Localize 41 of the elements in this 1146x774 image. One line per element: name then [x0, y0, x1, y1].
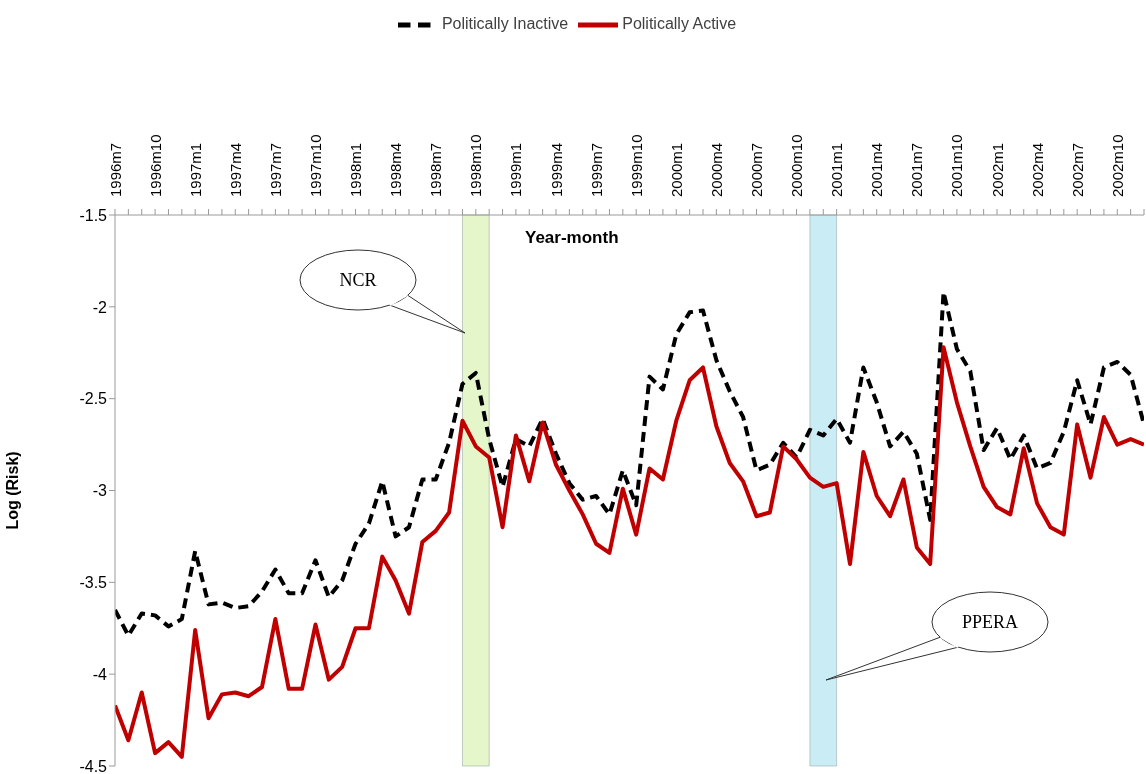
x-tick-label: 1999m10: [627, 134, 645, 197]
x-tick-label: 2000m7: [747, 142, 765, 197]
x-tick-label: 1997m4: [226, 142, 244, 197]
x-tick-label: 2000m4: [707, 142, 725, 197]
x-tick-label: 2000m10: [788, 134, 806, 197]
speech-bubble: PPERA: [825, 591, 1049, 681]
x-tick-label: 1998m7: [427, 142, 445, 197]
x-tick-label: 1999m1: [507, 142, 525, 197]
y-tick-label: -3: [92, 482, 108, 500]
y-tick-label: -1.5: [79, 206, 108, 224]
x-tick-label: 1996m7: [106, 142, 124, 197]
x-tick-label: 1997m10: [306, 134, 324, 197]
x-tick-label: 1997m7: [266, 142, 284, 197]
x-tick-label: 2002m7: [1068, 142, 1086, 197]
y-tick-label: -2.5: [79, 390, 108, 408]
x-tick-label: 1997m1: [186, 142, 204, 197]
x-tick-label: 2002m4: [1028, 142, 1046, 197]
y-tick-label: -4.5: [79, 757, 108, 774]
x-tick-label: 1999m7: [587, 142, 605, 197]
legend-label: Politically Active: [622, 14, 737, 32]
x-axis-title: Year-month: [525, 228, 619, 248]
x-tick-label: 1998m10: [467, 134, 485, 197]
x-tick-label: 1996m10: [146, 134, 164, 197]
y-axis-title: Log (Risk): [3, 451, 21, 530]
x-tick-label: 2001m1: [828, 142, 846, 197]
y-tick-label: -3.5: [79, 574, 108, 592]
x-tick-label: 2001m4: [868, 142, 886, 197]
x-tick-label: 2000m1: [667, 142, 685, 197]
x-tick-label: 1998m4: [387, 142, 405, 197]
x-tick-label: 2001m7: [908, 142, 926, 197]
line-series: [115, 345, 1144, 759]
x-tick-label: 1998m1: [347, 142, 365, 197]
legend-label: Politically Inactive: [441, 14, 569, 32]
x-tick-label: 2002m1: [988, 142, 1006, 197]
x-tick-label: 1999m4: [547, 142, 565, 197]
annotation: NCR: [339, 270, 377, 290]
x-tick-label: 2001m10: [948, 134, 966, 197]
annotation: PPERA: [961, 612, 1019, 632]
x-tick-label: 2002m10: [1108, 134, 1126, 197]
y-tick-label: -4: [92, 665, 108, 683]
y-tick-label: -2: [92, 298, 108, 316]
